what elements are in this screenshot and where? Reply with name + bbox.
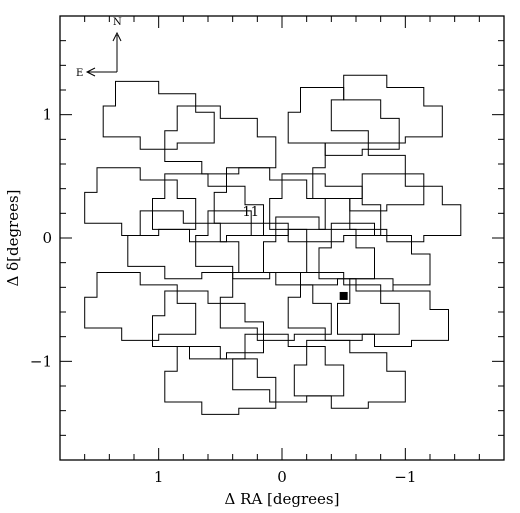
compass-rose: N E <box>76 17 122 79</box>
pointing-field <box>195 210 308 280</box>
plot-frame <box>59 15 505 461</box>
pointing-field <box>330 74 443 144</box>
pointing-field <box>269 173 382 243</box>
compass-east-arrowhead <box>85 67 96 77</box>
y-tick-label: 0 <box>42 229 52 247</box>
pointing-field <box>349 173 462 243</box>
x-tick-label: −1 <box>394 468 416 486</box>
x-tick-label: 0 <box>277 468 287 486</box>
pointing-field <box>263 216 375 286</box>
pointing-fields <box>84 74 462 415</box>
field-number-label: 11 <box>243 205 260 220</box>
compass-north-arrowhead <box>112 31 122 42</box>
pointing-field <box>164 105 277 175</box>
pointing-field <box>102 80 215 150</box>
pointing-field <box>84 167 197 236</box>
x-tick-label: 1 <box>154 468 164 486</box>
pointing-field <box>337 278 449 347</box>
pointing-field <box>84 272 197 341</box>
pointing-field <box>287 272 400 341</box>
pointing-field <box>293 339 406 409</box>
pointing-field <box>232 333 345 403</box>
tick-labels: −1 0 1 −1 0 1 <box>30 106 417 486</box>
pointing-field <box>219 272 332 341</box>
y-tick-label: 1 <box>42 106 52 124</box>
y-tick-label: −1 <box>30 352 52 370</box>
compass-east-label: E <box>76 68 83 79</box>
axis-ticks <box>59 15 505 461</box>
x-axis-label: Δ RA [degrees] <box>225 490 340 508</box>
pointing-field <box>152 290 264 360</box>
compass-north-label: N <box>113 17 122 28</box>
pointing-field <box>213 167 326 236</box>
pointing-field <box>164 346 277 415</box>
pointing-field <box>127 210 240 280</box>
pointing-field <box>152 173 264 243</box>
pointing-field <box>312 142 425 212</box>
y-axis-label: Δ δ[degrees] <box>4 189 22 286</box>
source-marker <box>339 291 348 300</box>
